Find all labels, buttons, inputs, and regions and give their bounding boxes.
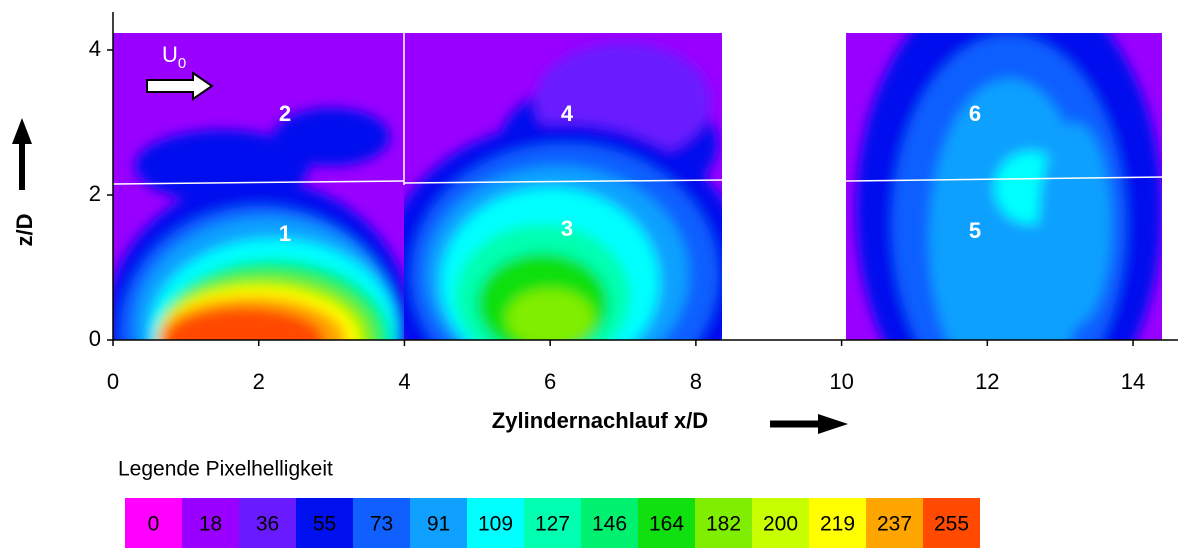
legend-value: 255	[934, 513, 969, 536]
legend-value: 55	[313, 513, 336, 536]
region-label: 5	[969, 218, 981, 243]
x-tick-label: 8	[690, 369, 702, 394]
flow-label-sub: 0	[178, 55, 186, 72]
legend-value: 73	[370, 513, 393, 536]
legend-value: 200	[763, 513, 798, 536]
x-tick-label: 10	[829, 369, 853, 394]
x-tick-label: 2	[253, 369, 265, 394]
legend-value: 109	[478, 513, 513, 536]
y-arrow	[12, 118, 32, 190]
contour-level	[1038, 123, 1111, 326]
x-arrow	[770, 414, 848, 434]
legend-title: Legende Pixelhelligkeit	[118, 458, 333, 481]
legend-value: 0	[148, 513, 160, 536]
contour-panels	[106, 0, 1165, 471]
legend-value: 237	[877, 513, 912, 536]
contour-level	[506, 289, 593, 347]
legend-value: 219	[820, 513, 855, 536]
legend-value: 164	[649, 513, 684, 536]
x-axis-label: Zylindernachlauf x/D	[492, 408, 708, 433]
legend-value: 18	[199, 513, 222, 536]
legend-value: 127	[535, 513, 570, 536]
legend-value: 36	[256, 513, 279, 536]
flow-label-main: U	[162, 42, 178, 67]
legend-value: 146	[592, 513, 627, 536]
x-tick-label: 6	[544, 369, 556, 394]
region-label: 4	[561, 101, 574, 126]
y-tick-label: 4	[89, 36, 101, 61]
region-label: 6	[969, 101, 981, 126]
y-axis-label: z/D	[12, 214, 37, 247]
region-label: 2	[279, 101, 291, 126]
y-tick-label: 2	[89, 181, 101, 206]
region-label: 1	[279, 221, 291, 246]
contour-panel	[106, 33, 412, 471]
x-tick-label: 0	[107, 369, 119, 394]
contour-fill	[856, 0, 1162, 442]
x-tick-label: 14	[1121, 369, 1145, 394]
chart: Zylindernachlauf x/D z/D U0 Legende Pixe…	[0, 0, 1198, 551]
x-tick-label: 4	[398, 369, 410, 394]
legend-value: 91	[427, 513, 450, 536]
contour-panel	[846, 0, 1162, 442]
region-label: 3	[561, 216, 573, 241]
legend-value: 182	[706, 513, 741, 536]
y-tick-label: 0	[89, 326, 101, 351]
x-tick-label: 12	[975, 369, 999, 394]
